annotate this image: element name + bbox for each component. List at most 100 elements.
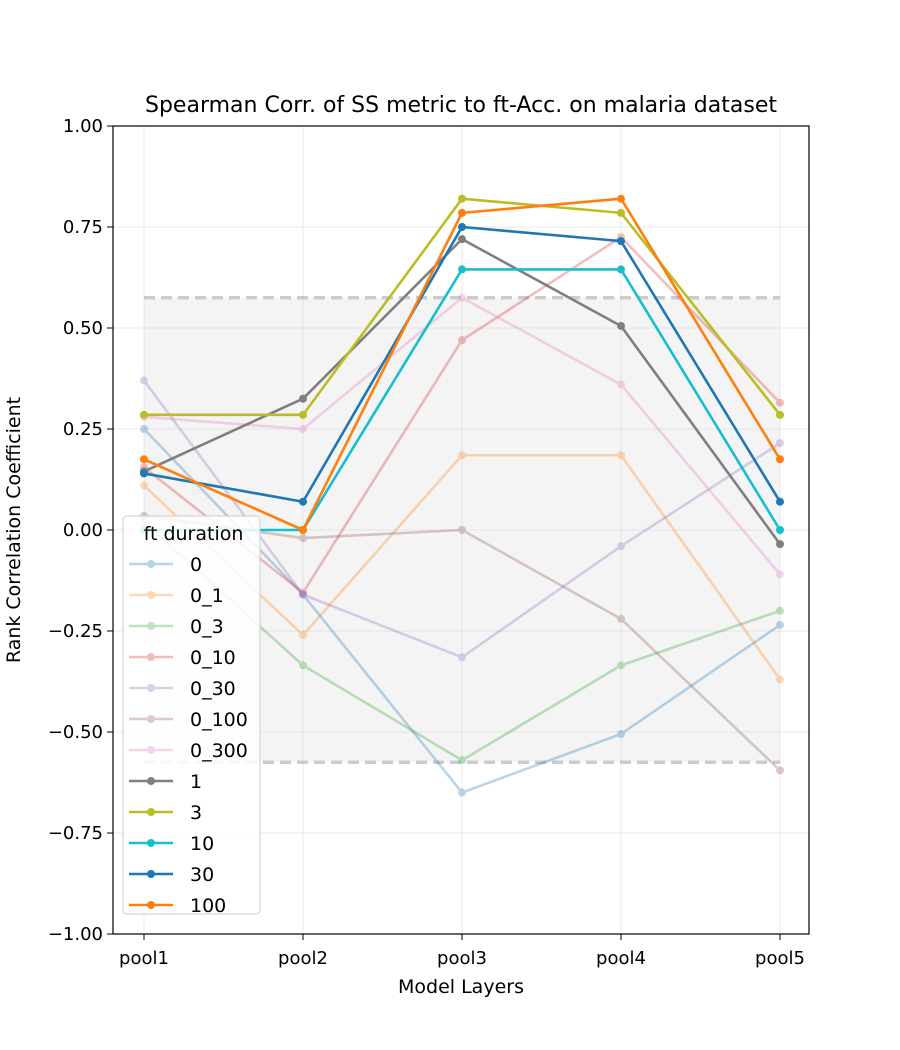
data-point — [776, 497, 784, 506]
legend-item-10: 10 — [129, 833, 214, 855]
data-point — [299, 661, 307, 670]
data-point — [617, 451, 625, 460]
y-tick-label: −1.00 — [48, 924, 103, 945]
data-point — [776, 410, 784, 419]
data-point — [617, 265, 625, 274]
legend-label: 3 — [190, 802, 202, 824]
data-point — [299, 590, 307, 599]
data-point — [458, 208, 466, 217]
legend-item-0-10: 0_10 — [129, 647, 236, 669]
legend-swatch — [129, 870, 173, 878]
legend-label: 100 — [190, 895, 226, 917]
legend-label: 0_30 — [190, 678, 236, 700]
data-point — [299, 631, 307, 640]
data-point — [140, 410, 148, 419]
legend-swatch-marker — [147, 560, 155, 568]
legend-label: 10 — [190, 833, 214, 855]
data-point — [617, 730, 625, 739]
x-tick-label: pool1 — [119, 948, 169, 969]
y-tick-label: 0.25 — [63, 419, 103, 440]
x-tick-label: pool4 — [596, 948, 646, 969]
y-tick-label: −0.25 — [48, 621, 103, 642]
legend-label: 0_10 — [190, 647, 236, 669]
legend-label: 0_300 — [190, 740, 248, 762]
legend-swatch — [129, 839, 173, 847]
legend-item-30: 30 — [129, 864, 214, 886]
data-point — [458, 223, 466, 231]
data-point — [617, 542, 625, 551]
data-point — [617, 321, 625, 330]
data-point — [458, 526, 466, 534]
x-axis-label: Model Layers — [398, 976, 524, 998]
y-tick-label: −0.50 — [48, 722, 103, 743]
data-point — [776, 570, 784, 579]
data-point — [458, 653, 466, 662]
data-point — [617, 661, 625, 670]
y-tick-label: 0.00 — [63, 520, 103, 541]
y-tick-label: 0.50 — [63, 318, 103, 339]
data-point — [776, 398, 784, 407]
data-point — [776, 439, 784, 448]
legend-item-0-30: 0_30 — [129, 678, 236, 700]
legend-swatch — [129, 622, 173, 630]
legend-swatch — [129, 653, 173, 661]
data-point — [776, 620, 784, 629]
legend-item-0-300: 0_300 — [129, 740, 248, 762]
data-point — [299, 410, 307, 419]
data-point — [776, 526, 784, 534]
data-point — [617, 194, 625, 203]
legend-swatch — [129, 901, 173, 909]
legend-item-1: 1 — [129, 771, 202, 793]
chart-title: Spearman Corr. of SS metric to ft-Acc. o… — [145, 93, 777, 118]
data-point — [776, 540, 784, 549]
legend-label: 1 — [190, 771, 202, 793]
y-tick-label: 1.00 — [63, 116, 103, 137]
series-1 — [140, 235, 784, 549]
legend-item-0-1: 0_1 — [129, 585, 224, 607]
x-tick-label: pool3 — [437, 948, 487, 969]
legend-swatch — [129, 684, 173, 692]
x-tick-label: pool2 — [278, 948, 328, 969]
legend-swatch-marker — [147, 622, 155, 630]
legend-label: 0 — [190, 554, 202, 576]
legend-swatch-marker — [147, 808, 155, 816]
series-3 — [140, 194, 784, 419]
legend-box — [122, 515, 261, 915]
data-point — [458, 336, 466, 345]
legend-label: 0_100 — [190, 709, 248, 731]
x-tick-label: pool5 — [755, 948, 805, 969]
data-point — [140, 469, 148, 478]
legend-label: 0_3 — [190, 616, 224, 638]
legend-swatch-marker — [147, 901, 155, 909]
legend-swatch-marker — [147, 715, 155, 723]
legend-item-0: 0 — [129, 554, 202, 576]
series-line — [143, 296, 781, 576]
data-point — [458, 788, 466, 797]
legend-swatch — [129, 591, 173, 599]
series-0-300 — [140, 293, 784, 579]
data-point — [776, 675, 784, 684]
legend-swatch-marker — [147, 777, 155, 785]
legend-swatch-marker — [147, 591, 155, 599]
data-point — [299, 425, 307, 433]
legend-swatch-marker — [147, 653, 155, 661]
data-point — [299, 588, 307, 597]
data-point — [140, 481, 148, 490]
legend-item-3: 3 — [129, 802, 202, 824]
data-point — [140, 376, 148, 385]
legend-swatch — [129, 808, 173, 816]
data-point — [458, 265, 466, 274]
legend-label: 30 — [190, 864, 214, 886]
legend-label: 0_1 — [190, 585, 224, 607]
legend-item-100: 100 — [129, 895, 226, 917]
data-point — [299, 497, 307, 506]
data-point — [140, 425, 148, 433]
y-axis-label: Rank Correlation Coefficient — [3, 397, 25, 663]
data-point — [776, 606, 784, 615]
legend-swatch-marker — [147, 870, 155, 878]
data-point — [299, 526, 307, 534]
y-tick-label: −0.75 — [48, 823, 103, 844]
data-point — [458, 235, 466, 244]
data-point — [299, 534, 307, 543]
